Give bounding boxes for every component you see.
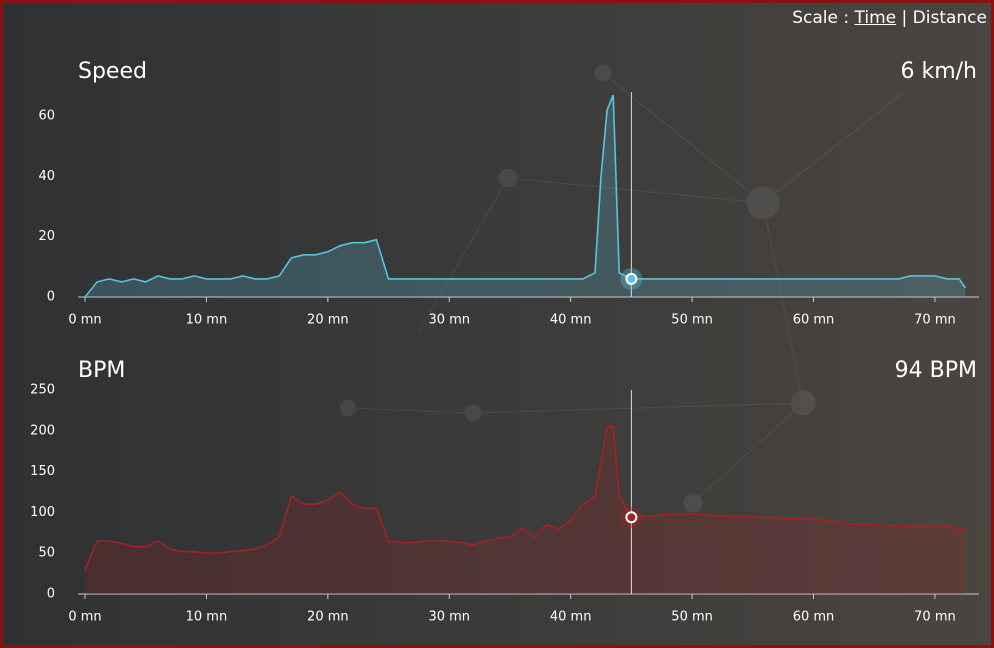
scale-label: Scale : bbox=[792, 8, 850, 28]
y-tick-label: 100 bbox=[30, 505, 55, 520]
x-tick-label: 60 mn bbox=[793, 610, 835, 625]
scale-time[interactable]: Time bbox=[854, 8, 897, 28]
y-tick-label: 200 bbox=[30, 423, 55, 438]
scale-toggle: Scale : Time | Distance bbox=[792, 8, 987, 28]
cursor-point bbox=[625, 511, 638, 524]
x-tick-label: 20 mn bbox=[307, 610, 349, 625]
y-tick-label: 20 bbox=[38, 229, 55, 244]
y-tick-label: 0 bbox=[47, 587, 55, 602]
y-tick-label: 50 bbox=[38, 546, 55, 561]
area bbox=[85, 95, 966, 297]
area bbox=[85, 426, 966, 594]
readout: 6 km/h bbox=[900, 59, 977, 84]
chart-title: BPM bbox=[78, 358, 125, 383]
x-tick-label: 70 mn bbox=[914, 610, 956, 625]
separator: | bbox=[901, 8, 908, 28]
scale-distance[interactable]: Distance bbox=[912, 8, 987, 28]
y-tick-label: 250 bbox=[30, 383, 55, 398]
x-tick-label: 10 mn bbox=[186, 610, 228, 625]
x-tick-label: 20 mn bbox=[307, 313, 349, 328]
x-tick-label: 30 mn bbox=[428, 610, 470, 625]
y-tick-label: 0 bbox=[47, 290, 55, 305]
y-tick-label: 40 bbox=[38, 169, 55, 184]
x-tick-label: 0 mn bbox=[68, 313, 101, 328]
y-tick-label: 60 bbox=[38, 109, 55, 124]
readout: 94 BPM bbox=[895, 358, 977, 383]
x-tick-label: 70 mn bbox=[914, 313, 956, 328]
x-tick-label: 30 mn bbox=[428, 313, 470, 328]
x-tick-label: 40 mn bbox=[550, 610, 592, 625]
x-tick-label: 50 mn bbox=[671, 313, 713, 328]
cursor-point bbox=[625, 272, 638, 285]
background-network bbox=[339, 64, 904, 513]
x-tick-label: 10 mn bbox=[186, 313, 228, 328]
x-tick-label: 50 mn bbox=[671, 610, 713, 625]
y-tick-label: 150 bbox=[30, 464, 55, 479]
x-tick-label: 40 mn bbox=[550, 313, 592, 328]
chart-title: Speed bbox=[78, 59, 147, 84]
line bbox=[84, 425, 966, 570]
x-tick-label: 60 mn bbox=[793, 313, 835, 328]
charts: Speed 6 km/h 0 20 40 60 0 mn 10 mn 20 mn 30 mn 40 … bbox=[30, 59, 979, 625]
line bbox=[84, 94, 966, 298]
x-tick-label: 0 mn bbox=[68, 610, 101, 625]
